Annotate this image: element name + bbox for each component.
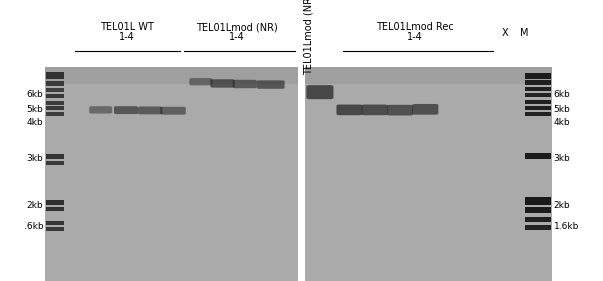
Text: 6kb: 6kb	[27, 90, 43, 99]
Bar	[46, 72, 64, 79]
Text: 2kb: 2kb	[27, 201, 43, 210]
Bar	[525, 112, 551, 116]
Bar	[46, 200, 64, 205]
Bar	[525, 80, 551, 85]
FancyBboxPatch shape	[160, 107, 186, 115]
Text: 1-4: 1-4	[229, 32, 245, 42]
Bar	[525, 207, 551, 213]
Bar	[46, 207, 64, 211]
Bar	[525, 87, 551, 91]
Text: M: M	[520, 28, 529, 38]
Bar	[525, 73, 551, 79]
Bar	[46, 161, 64, 165]
Bar	[525, 106, 551, 110]
FancyBboxPatch shape	[89, 106, 112, 114]
Text: TEL01Lmod Rec: TEL01Lmod Rec	[376, 22, 453, 32]
Bar	[46, 112, 64, 116]
FancyBboxPatch shape	[336, 105, 362, 115]
Bar	[525, 197, 551, 205]
Text: 5kb: 5kb	[27, 105, 43, 114]
Text: TEL01L WT: TEL01L WT	[99, 22, 154, 32]
Bar	[45, 67, 298, 281]
Bar	[46, 88, 64, 92]
Bar	[46, 101, 64, 105]
Text: 2kb: 2kb	[554, 201, 570, 210]
Text: 3kb: 3kb	[554, 154, 570, 163]
Bar	[46, 106, 64, 110]
Bar	[45, 67, 298, 84]
Bar	[525, 225, 551, 230]
Bar	[525, 100, 551, 104]
FancyBboxPatch shape	[362, 105, 388, 115]
Text: 1-4: 1-4	[119, 32, 134, 42]
Text: 5kb: 5kb	[554, 105, 570, 114]
Bar	[525, 93, 551, 97]
Bar	[525, 217, 551, 222]
FancyBboxPatch shape	[138, 106, 162, 114]
FancyBboxPatch shape	[114, 106, 138, 114]
Bar	[46, 227, 64, 231]
Bar	[305, 67, 552, 281]
Bar	[46, 221, 64, 225]
Text: TEL01Lmod (NR): TEL01Lmod (NR)	[304, 0, 314, 74]
Bar	[525, 153, 551, 159]
FancyBboxPatch shape	[257, 80, 285, 89]
FancyBboxPatch shape	[306, 85, 333, 99]
Text: 1-4: 1-4	[407, 32, 423, 42]
Text: 1.6kb: 1.6kb	[554, 222, 579, 231]
Text: 6kb: 6kb	[554, 90, 570, 99]
FancyBboxPatch shape	[387, 105, 413, 115]
Bar	[305, 67, 552, 84]
Text: .6kb: .6kb	[24, 222, 43, 231]
Text: TEL01Lmod (NR): TEL01Lmod (NR)	[196, 22, 278, 32]
FancyBboxPatch shape	[233, 80, 257, 88]
Bar	[46, 94, 64, 98]
Text: X: X	[502, 28, 508, 38]
Text: 4kb: 4kb	[554, 118, 570, 127]
Text: 4kb: 4kb	[27, 118, 43, 127]
FancyBboxPatch shape	[210, 79, 235, 88]
Bar	[46, 154, 64, 159]
Text: 3kb: 3kb	[27, 154, 43, 163]
FancyBboxPatch shape	[412, 104, 438, 115]
Bar	[46, 81, 64, 86]
FancyBboxPatch shape	[189, 78, 212, 85]
